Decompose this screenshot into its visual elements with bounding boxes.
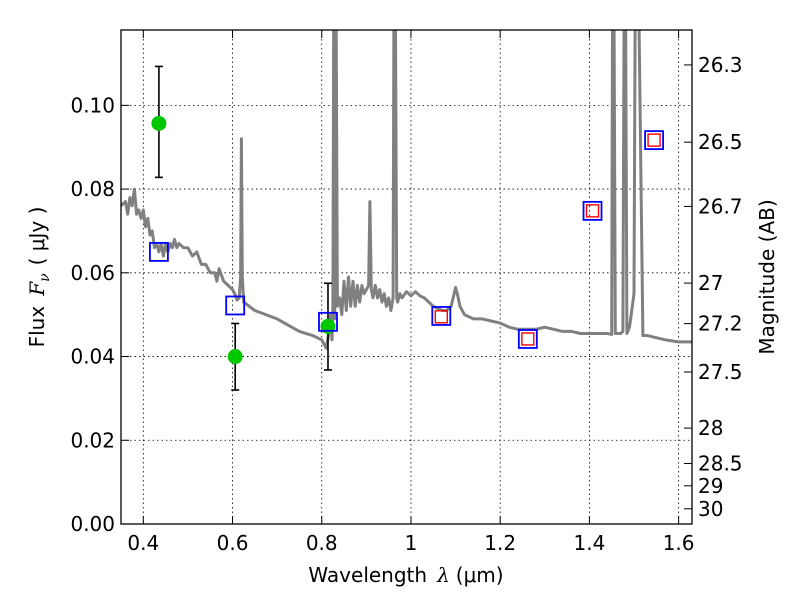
magnitude-tick-label: 26.5 — [698, 130, 743, 154]
magnitude-tick-label: 30 — [698, 497, 723, 521]
model-photometry-square — [517, 329, 538, 349]
magnitude-tick-label: 26.3 — [698, 53, 743, 77]
markers — [149, 65, 664, 391]
observed-flux-point — [151, 115, 167, 131]
inner-model-square — [647, 133, 661, 147]
y-tick-label: 0.08 — [70, 177, 115, 201]
observed-flux-point — [227, 349, 243, 365]
x-axis-label-unit: (μm) — [456, 563, 504, 587]
plot-frame — [120, 29, 693, 525]
y-tick-label: 0.10 — [70, 93, 115, 117]
y-axis-label-text: Flux — [25, 306, 49, 348]
x-axis-label-text: Wavelength — [308, 563, 427, 587]
magnitude-tick-label: 28.5 — [698, 451, 743, 475]
plot-content — [121, 30, 692, 391]
y-axis-label: Flux Fν ( μJy ) — [25, 207, 53, 348]
inner-model-square — [434, 310, 448, 324]
y-axis-label-unit: ( μJy ) — [25, 207, 49, 266]
y-tick-label: 0.02 — [70, 428, 115, 452]
sed-template-line — [121, 30, 692, 350]
inner-model-square — [585, 204, 600, 218]
magnitude-tick-label: 27.2 — [698, 312, 743, 336]
x-axis-ticks: 0.4 0.6 0.8 1 1.2 1.4 1.6 — [127, 30, 695, 555]
x-tick-label: 1.2 — [484, 531, 516, 555]
model-photometry-square — [644, 130, 664, 151]
x-tick-label: 1.4 — [573, 531, 605, 555]
magnitude-tick-label: 27 — [698, 271, 723, 295]
x-tick-label: 1.6 — [663, 531, 695, 555]
x-tick-label: 0.8 — [306, 531, 338, 555]
x-tick-label: 1 — [405, 531, 418, 555]
x-tick-label: 0.6 — [217, 531, 249, 555]
model-photometry-square — [225, 295, 246, 316]
magnitude-tick-label: 26.7 — [698, 194, 743, 218]
model-photometry-square — [431, 306, 452, 326]
y-tick-label: 0.00 — [70, 512, 115, 536]
magnitude-tick-label: 28 — [698, 416, 723, 440]
y-axis-label-symbol: F — [25, 281, 49, 297]
y-tick-label: 0.06 — [70, 261, 115, 285]
inner-model-square — [521, 332, 535, 346]
y-axis-ticks: 0.00 0.02 0.04 0.06 0.08 0.10 — [70, 93, 129, 536]
model-photometry-square — [318, 311, 338, 332]
y-axis-label-subscript: ν — [37, 273, 53, 282]
x-tick-label: 0.4 — [127, 531, 159, 555]
plot-background — [121, 30, 692, 524]
magnitude-tick-label: 29 — [698, 474, 723, 498]
magnitude-tick-label: 27.5 — [698, 360, 743, 384]
model-photometry-square — [582, 200, 603, 221]
magnitude-axis-label: Magnitude (AB) — [755, 199, 779, 354]
x-axis-label: Wavelength λ (μm) — [308, 563, 503, 587]
y-tick-label: 0.04 — [70, 345, 115, 369]
model-photometry-square — [149, 241, 169, 262]
x-axis-label-symbol: λ — [436, 563, 450, 587]
